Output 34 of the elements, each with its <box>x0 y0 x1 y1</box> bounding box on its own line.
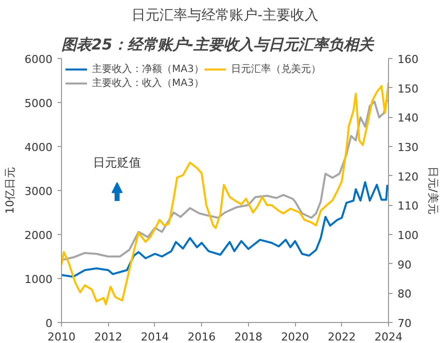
y-tick-label: 0 <box>46 317 52 330</box>
x-tick-label: 2022 <box>328 330 356 343</box>
y2-tick-label: 90 <box>398 258 412 272</box>
x-tick-label: 2014 <box>140 330 169 343</box>
y-tick-label: 6000 <box>24 53 53 66</box>
x-tick-label: 2020 <box>281 330 310 343</box>
line-series <box>62 181 388 278</box>
y2-tick-label: 110 <box>398 200 418 213</box>
x-tick-label: 2018 <box>234 330 262 343</box>
y2-tick-label: 130 <box>398 141 418 154</box>
y-tick-label: 3000 <box>24 185 53 198</box>
chart-subtitle: 日元汇率与经常账户-主要收入 <box>131 8 319 24</box>
y2-tick-label: 100 <box>398 229 418 242</box>
annotation: 日元贬值 <box>93 155 142 170</box>
x-tick-label: 2010 <box>48 330 76 343</box>
y2-tick-label: 70 <box>398 317 412 330</box>
y2-tick-label: 140 <box>398 112 418 125</box>
x-tick-label: 2024 <box>374 330 403 343</box>
x-tick-label: 2016 <box>188 330 216 343</box>
y-tick-label: 2000 <box>24 229 53 242</box>
y2-tick-label: 160 <box>398 53 418 66</box>
y2-tick-label: 120 <box>398 170 418 184</box>
y-tick-label: 1000 <box>24 273 53 286</box>
y2-axis-title: 日元/美元 <box>426 166 440 214</box>
y2-tick-label: 80 <box>398 288 412 301</box>
y2-tick-label: 150 <box>398 82 418 96</box>
x-tick-label: 2012 <box>94 330 122 343</box>
legend-label: 主要收入：收入（MA3） <box>92 76 204 90</box>
y-axis-title: 10亿日元 <box>4 167 17 214</box>
y-tick-label: 5000 <box>24 97 53 110</box>
y-tick-label: 4000 <box>24 141 53 154</box>
chart-title: 图表25：经常账户-主要收入与日元汇率负相关 <box>62 36 375 54</box>
legend-label: 日元汇率（兑美元） <box>230 62 321 76</box>
legend-label: 主要收入：净额（MA3） <box>92 62 204 76</box>
